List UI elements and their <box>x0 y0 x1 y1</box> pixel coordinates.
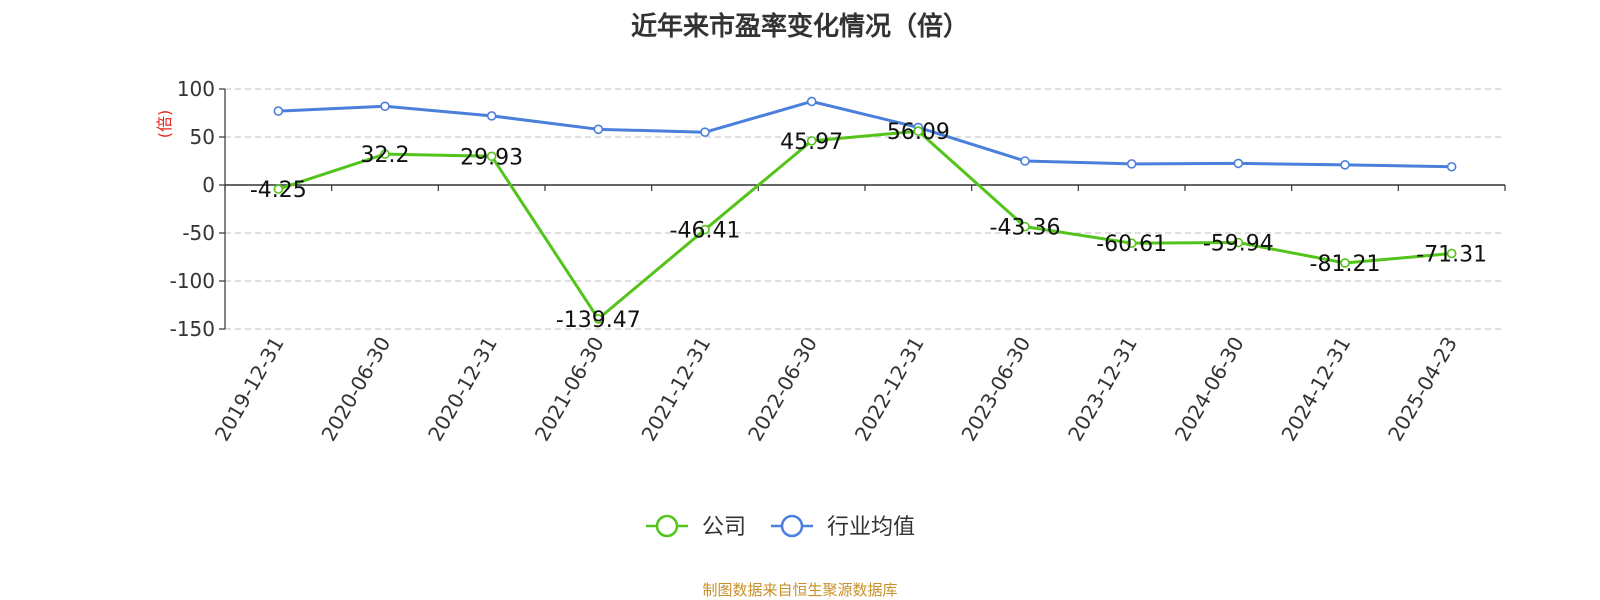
data-label: -81.21 <box>1310 252 1381 277</box>
legend-marker <box>780 514 804 538</box>
legend-label: 公司 <box>702 515 746 540</box>
y-tick-label: -150 <box>170 317 215 341</box>
data-point <box>1126 159 1137 169</box>
data-point <box>380 149 390 159</box>
data-point <box>273 184 284 194</box>
x-tick-label: 2022-06-30 <box>743 333 822 446</box>
data-point <box>486 151 497 162</box>
y-tick-label: -100 <box>170 269 215 293</box>
data-point <box>593 314 604 324</box>
x-tick-label: 2020-06-30 <box>316 333 395 446</box>
data-label: -59.94 <box>1203 232 1274 257</box>
data-point <box>1340 258 1350 268</box>
series-line <box>277 129 1452 321</box>
data-label: -4.25 <box>250 178 307 203</box>
x-tick-label: 2021-06-30 <box>530 333 609 446</box>
legend-label: 行业均值 <box>827 515 915 540</box>
data-labels: -4.25 32.2 29.93 -139.47 -46.41 45.97 56.09 -43… <box>250 120 1487 333</box>
x-tick-label: 2024-12-31 <box>1276 333 1355 446</box>
source-note: 制图数据来自恒生聚源数据库 <box>702 581 898 599</box>
data-point <box>593 124 604 135</box>
grid-lines <box>225 88 1505 330</box>
chart-title: 近年来市盈率变化情况（倍） <box>630 12 969 42</box>
x-tick-label: 2020-12-31 <box>423 332 502 445</box>
data-point <box>700 224 710 235</box>
x-tick-label: 2019-12-31 <box>210 333 289 446</box>
data-label: -46.41 <box>670 219 741 244</box>
data-point <box>1233 158 1244 169</box>
x-tick-label: 2025-04-23 <box>1383 333 1462 446</box>
y-tick-label: 50 <box>190 125 215 149</box>
data-point <box>1020 156 1030 166</box>
data-label: 32.2 <box>361 143 410 168</box>
x-tick-label: 2023-12-31 <box>1063 333 1142 446</box>
y-tick-label: 0 <box>202 173 215 197</box>
data-label: 45.97 <box>780 130 843 155</box>
y-tick-label: 100 <box>177 77 215 101</box>
y-axis-label: (倍) <box>155 110 174 139</box>
legend[interactable]: 公司 行业均值 <box>646 514 915 540</box>
data-label: -71.31 <box>1416 242 1487 267</box>
data-label: 56.09 <box>887 120 950 145</box>
series-lines <box>273 96 1457 324</box>
data-label: -60.61 <box>1096 232 1167 257</box>
data-point <box>1020 221 1030 232</box>
x-tick-label: 2022-12-31 <box>850 332 929 445</box>
data-label: -139.47 <box>556 308 641 333</box>
data-point <box>1126 238 1137 248</box>
y-tick-label: -50 <box>182 221 215 245</box>
data-point <box>806 136 817 146</box>
data-point <box>913 126 924 136</box>
data-point <box>380 101 390 112</box>
x-tick-label: 2021-12-31 <box>636 333 715 446</box>
data-point <box>1446 161 1457 172</box>
legend-marker <box>655 514 679 538</box>
data-label: -43.36 <box>990 216 1061 241</box>
data-label: 29.93 <box>460 145 523 170</box>
data-point <box>1446 248 1457 259</box>
data-point <box>1233 237 1244 248</box>
series-line <box>278 99 1452 169</box>
x-tick-label: 2024-06-30 <box>1170 333 1249 446</box>
data-point <box>486 111 497 121</box>
data-point <box>273 106 284 116</box>
data-point <box>806 96 817 107</box>
data-point <box>700 127 710 137</box>
x-tick-label: 2023-06-30 <box>956 333 1035 446</box>
data-point <box>1340 160 1350 170</box>
